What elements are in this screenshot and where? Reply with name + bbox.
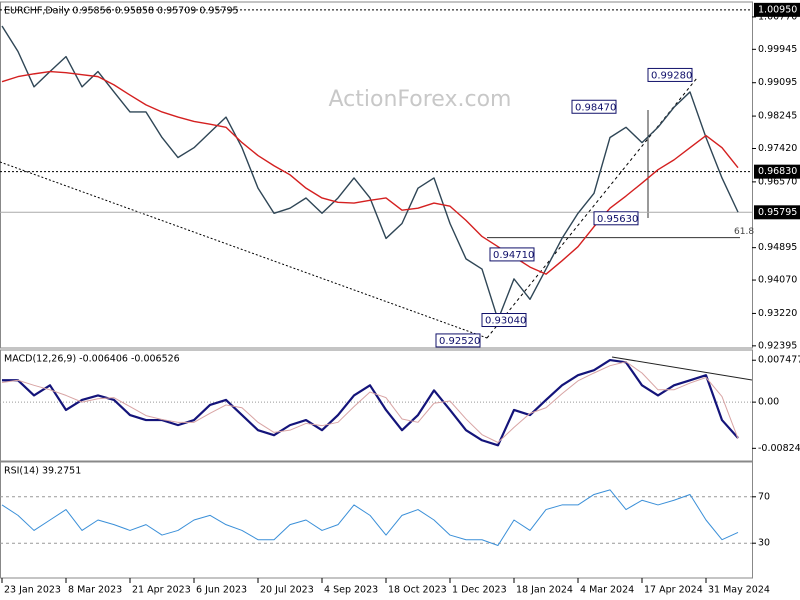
x-tick-label: 8 Mar 2023 [68,585,122,596]
annotation-label: 0.93040 [485,316,526,327]
level-tag [754,205,800,220]
level-label: 0.95795 [758,207,797,218]
x-tick-label: 23 Jan 2023 [4,585,61,596]
y-tick-label: 0.00 [758,397,779,408]
x-tick-label: 4 Sep 2023 [324,585,378,596]
annotation-box [571,99,617,114]
annotation-label: 0.99280 [651,70,692,81]
y-tick-label: 70 [758,491,770,502]
annotation-box [435,333,481,348]
y-tick-label: 0.94070 [758,275,797,286]
y-tick-label: 30 [758,538,770,549]
y-tick-label: -0.00824 [758,443,800,454]
rsi-panel-frame [0,461,753,579]
y-tick-label: 1.00770 [758,11,797,22]
y-tick-label: 0.93220 [758,308,797,319]
series-line [1,70,739,275]
x-tick-label: 6 Jun 2023 [196,585,247,596]
series-line [1,361,739,443]
y-tick-label: 0.99095 [758,77,797,88]
x-tick-label: 4 Mar 2024 [580,585,634,596]
y-tick-label: 0.92395 [758,340,797,351]
panel-title: RSI(14) 39.2751 [4,466,81,477]
panel-title: MACD(12,26,9) -0.006406 -0.006526 [4,354,180,365]
x-tick-label: 31 May 2024 [708,585,770,596]
series-line [1,489,739,547]
annotation-label: 0.98470 [575,102,616,113]
y-tick-label: 0.007477 [758,355,800,366]
annotation-box [647,67,693,82]
annotation-label: 0.95630 [597,214,638,225]
annotation-box [489,247,535,262]
y-tick-label: 0.94895 [758,242,797,253]
macd-trend-line [611,356,753,381]
series-line [2,358,739,447]
y-tick-label: 0.96570 [758,176,797,187]
level-tag [754,2,800,17]
price-panel-frame [0,1,753,349]
annotation-box [481,313,527,328]
x-tick-label: 20 Jul 2023 [260,585,314,596]
y-tick-label: 0.99945 [758,44,797,55]
annotation-label: 0.92520 [439,336,480,347]
y-tick-label: 0.97420 [758,143,797,154]
level-label: 0.96830 [758,166,797,177]
y-tick-label: 0.98245 [758,111,797,122]
macd-panel-frame [0,349,753,462]
x-tick-label: 17 Apr 2024 [644,585,703,596]
x-tick-label: 21 Apr 2023 [132,585,191,596]
level-label: 1.00950 [758,4,797,15]
watermark: ActionForex.com [329,87,512,112]
fib-label: 61.8 [734,227,754,237]
level-tag [754,164,800,179]
x-tick-label: 1 Dec 2023 [452,585,507,596]
x-tick-label: 18 Oct 2023 [388,585,447,596]
annotation-box [593,211,639,226]
x-tick-label: 18 Jan 2024 [516,585,573,596]
series-line [1,25,739,321]
annotation-label: 0.94710 [493,250,534,261]
panel-title: EURCHF,Daily 0.95856 0.95858 0.95709 0.9… [4,6,239,17]
